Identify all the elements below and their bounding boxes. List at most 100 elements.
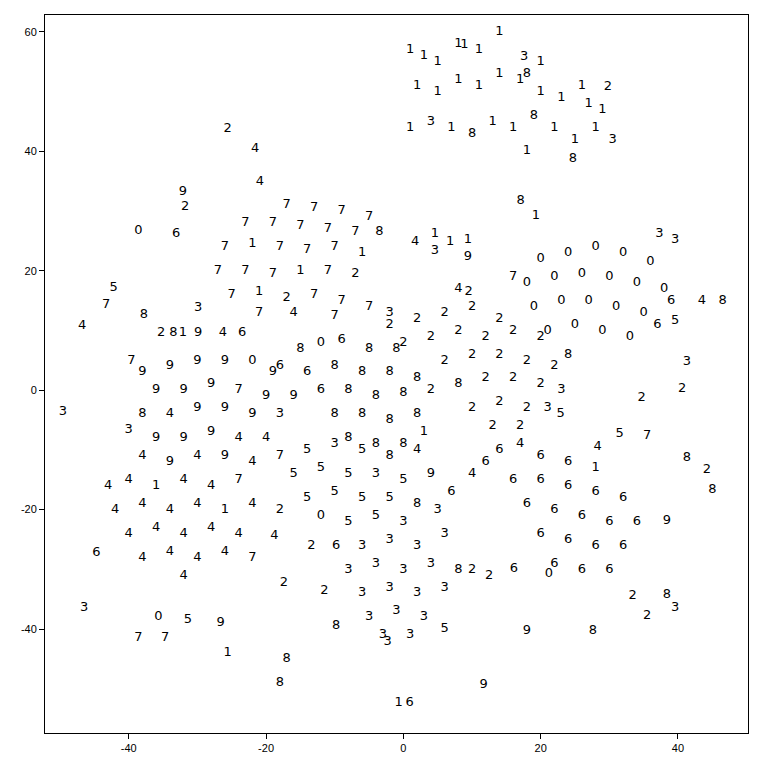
svg-text:6: 6 [405, 694, 413, 709]
svg-text:2: 2 [464, 283, 472, 298]
svg-text:6: 6 [550, 501, 558, 516]
svg-text:2: 2 [629, 587, 637, 602]
svg-text:3: 3 [399, 513, 407, 528]
svg-text:6: 6 [276, 357, 284, 372]
svg-text:9: 9 [269, 363, 277, 378]
svg-text:0: 0 [543, 322, 551, 337]
svg-text:7: 7 [134, 629, 142, 644]
svg-text:4: 4 [152, 519, 160, 534]
svg-text:3: 3 [385, 304, 393, 319]
svg-text:8: 8 [413, 495, 421, 510]
svg-text:0: 0 [619, 244, 627, 259]
svg-text:7: 7 [337, 292, 345, 307]
svg-text:3: 3 [520, 48, 528, 63]
svg-text:20: 20 [535, 742, 547, 754]
svg-text:4: 4 [454, 280, 462, 295]
svg-text:1: 1 [532, 207, 540, 222]
svg-text:5: 5 [358, 441, 366, 456]
svg-text:2: 2 [485, 567, 493, 582]
svg-text:0: 0 [537, 250, 545, 265]
svg-text:9: 9 [166, 357, 174, 372]
svg-text:2: 2 [509, 322, 517, 337]
svg-text:8: 8 [283, 650, 291, 665]
svg-text:4: 4 [270, 527, 278, 542]
svg-text:8: 8 [276, 674, 284, 689]
svg-text:6: 6 [653, 316, 661, 331]
svg-text:4: 4 [166, 543, 174, 558]
svg-text:0: 0 [317, 334, 325, 349]
svg-text:9: 9 [193, 399, 201, 414]
svg-text:0: 0 [545, 565, 553, 580]
svg-text:1: 1 [152, 477, 160, 492]
svg-text:0: 0 [605, 268, 613, 283]
svg-text:8: 8 [564, 346, 572, 361]
svg-text:8: 8 [718, 292, 726, 307]
svg-text:5: 5 [289, 465, 297, 480]
svg-text:6: 6 [495, 441, 503, 456]
svg-text:4: 4 [193, 495, 201, 510]
svg-text:8: 8 [468, 125, 476, 140]
svg-text:2: 2 [399, 334, 407, 349]
svg-text:8: 8 [358, 363, 366, 378]
svg-text:9: 9 [152, 381, 160, 396]
svg-text:1: 1 [591, 459, 599, 474]
svg-text:6: 6 [332, 537, 340, 552]
svg-text:3: 3 [440, 579, 448, 594]
svg-text:3: 3 [557, 381, 565, 396]
svg-text:8: 8 [331, 405, 339, 420]
svg-text:9: 9 [179, 183, 187, 198]
svg-text:4: 4 [104, 477, 112, 492]
svg-text:9: 9 [207, 375, 215, 390]
svg-text:4: 4 [262, 429, 270, 444]
svg-text:2: 2 [482, 328, 490, 343]
svg-text:2: 2 [643, 607, 651, 622]
svg-text:9: 9 [194, 324, 202, 339]
svg-text:6: 6 [605, 561, 613, 576]
svg-text:7: 7 [643, 427, 651, 442]
svg-text:7: 7 [255, 304, 263, 319]
svg-text:9: 9 [193, 352, 201, 367]
svg-text:3: 3 [431, 242, 439, 257]
svg-text:1: 1 [434, 83, 442, 98]
svg-text:4: 4 [698, 292, 706, 307]
svg-text:3: 3 [655, 225, 663, 240]
svg-text:7: 7 [241, 214, 249, 229]
svg-text:8: 8 [663, 586, 671, 601]
svg-text:0: 0 [578, 265, 586, 280]
svg-text:3: 3 [372, 555, 380, 570]
svg-text:5: 5 [331, 483, 339, 498]
svg-text:6: 6 [633, 513, 641, 528]
svg-text:7: 7 [214, 262, 222, 277]
svg-text:4: 4 [413, 441, 421, 456]
svg-text:1: 1 [406, 119, 414, 134]
svg-text:1: 1 [223, 644, 231, 659]
svg-text:9: 9 [663, 512, 671, 527]
svg-text:8: 8 [365, 340, 373, 355]
svg-text:4: 4 [516, 435, 524, 450]
svg-text:8: 8 [392, 340, 400, 355]
svg-text:5: 5 [184, 611, 192, 626]
svg-text:9: 9 [166, 453, 174, 468]
svg-text:7: 7 [365, 298, 373, 313]
svg-text:9: 9 [480, 676, 488, 691]
svg-text:4: 4 [251, 140, 259, 155]
svg-text:7: 7 [248, 549, 256, 564]
svg-text:6: 6 [550, 555, 558, 570]
svg-text:3: 3 [59, 403, 67, 418]
svg-text:3: 3 [125, 421, 133, 436]
svg-text:3: 3 [609, 131, 617, 146]
svg-text:7: 7 [102, 296, 110, 311]
svg-text:2: 2 [637, 389, 645, 404]
svg-text:0: 0 [317, 507, 325, 522]
svg-text:8: 8 [683, 449, 691, 464]
svg-text:9: 9 [289, 387, 297, 402]
svg-text:8: 8 [344, 381, 352, 396]
svg-text:7: 7 [365, 208, 373, 223]
svg-text:6: 6 [537, 447, 545, 462]
svg-text:3: 3 [385, 579, 393, 594]
svg-text:6: 6 [537, 471, 545, 486]
svg-text:4: 4 [193, 447, 201, 462]
svg-text:6: 6 [591, 537, 599, 552]
svg-text:9: 9 [427, 465, 435, 480]
svg-text:-20: -20 [258, 742, 274, 754]
